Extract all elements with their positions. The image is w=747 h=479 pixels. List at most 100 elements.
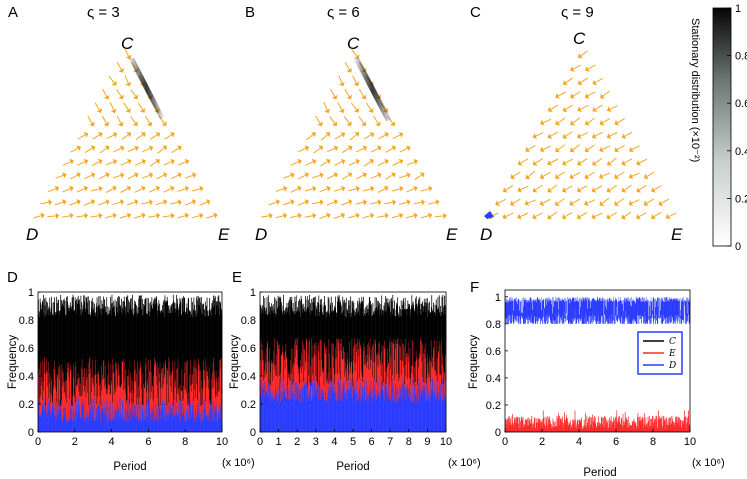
defector-area [376, 399, 378, 432]
extortioner-area [274, 338, 276, 396]
extortioner-area [621, 419, 623, 432]
extortioner-area [576, 424, 578, 432]
cooperator-area [177, 307, 179, 360]
flow-arrow-head [577, 133, 582, 139]
cooperator-area [209, 311, 211, 405]
flow-arrow [609, 157, 617, 164]
extortioner-area [309, 339, 311, 391]
defector-area [372, 379, 374, 432]
simplex-panel-a: A ς = 3 C D E [8, 4, 230, 244]
gap-sliver [602, 290, 604, 298]
flow-arrow [90, 188, 100, 192]
defector-area [663, 300, 665, 316]
extortioner-area [168, 357, 169, 414]
defector-area [645, 296, 647, 323]
y-tick-label: 0.8 [486, 319, 501, 331]
flow-arrow-head [304, 145, 310, 152]
gap-sliver [526, 290, 528, 303]
defector-area [69, 401, 70, 432]
cooperator-area [427, 303, 429, 378]
gap-sliver [548, 290, 550, 298]
gap-sliver [592, 290, 593, 300]
extortioner-area [280, 354, 282, 392]
extortioner-area [516, 423, 518, 432]
flow-arrow [47, 188, 57, 193]
flow-arrow-head [599, 146, 604, 153]
extortioner-area [67, 367, 69, 418]
extortioner-area [161, 368, 162, 407]
extortioner-area [430, 340, 432, 389]
gap-sliver [579, 290, 581, 315]
cooperator-area [90, 315, 91, 370]
extortioner-area [674, 422, 676, 432]
extortioner-area [659, 416, 660, 432]
extortioner-area [389, 339, 391, 400]
flow-arrow [358, 116, 365, 124]
extortioner-area [182, 390, 183, 404]
defector-area [351, 396, 353, 432]
extortioner-area [596, 427, 598, 432]
defector-area [389, 389, 391, 432]
defector-area [519, 300, 520, 317]
cooperator-area [357, 311, 359, 350]
gap-sliver [624, 290, 626, 298]
gap-sliver [597, 290, 598, 298]
defector-area [593, 297, 594, 322]
extortioner-area [425, 358, 426, 401]
extortioner-area [62, 371, 64, 422]
extortioner-area [590, 417, 592, 432]
extortioner-area [372, 344, 374, 380]
extortioner-area [645, 425, 646, 432]
cooperator-area [307, 306, 309, 362]
extortioner-area [88, 405, 90, 422]
cooperator-area [38, 311, 40, 406]
flow-arrow-head [54, 185, 60, 192]
gap-sliver [583, 290, 585, 299]
defector-area [187, 420, 189, 432]
extortioner-area [364, 364, 366, 399]
defector-area [55, 397, 56, 432]
defector-area [175, 397, 177, 432]
extortioner-area [188, 404, 190, 418]
defector-area [601, 300, 603, 317]
extortioner-area [51, 380, 52, 412]
extortioner-area [324, 342, 325, 400]
flow-arrow-head [562, 187, 567, 193]
extortioner-area [359, 377, 360, 389]
gap-sliver [515, 290, 516, 299]
defector-area [70, 399, 72, 432]
cooperator-area [104, 299, 105, 388]
defector-area [301, 379, 302, 432]
defector-area [146, 404, 148, 432]
cooperator-area [54, 314, 56, 370]
flow-arrow [572, 144, 580, 151]
cooperator-area [431, 295, 433, 363]
defector-area [522, 298, 523, 319]
cooperator-area [270, 306, 272, 386]
extortioner-area [277, 377, 279, 401]
extortioner-area [643, 427, 645, 432]
defector-area [278, 385, 279, 432]
x-tick-label: 7 [387, 436, 393, 448]
defector-area [159, 407, 161, 432]
gap-sliver [594, 290, 596, 301]
flow-arrow [283, 201, 292, 206]
defector-area [624, 297, 626, 322]
gap-sliver [506, 290, 508, 300]
defector-area [305, 386, 307, 432]
defector-area [108, 417, 110, 432]
extortioner-area [312, 374, 313, 382]
defector-area [390, 395, 392, 432]
flow-arrow [550, 104, 559, 110]
gap-sliver [649, 290, 651, 316]
defector-area [311, 400, 313, 432]
extortioner-area [517, 427, 519, 432]
flow-arrow-head [383, 185, 389, 192]
defector-area [430, 379, 432, 432]
defector-area [196, 415, 197, 432]
defector-area [664, 297, 666, 324]
flow-arrow-head [413, 158, 418, 165]
defector-area [282, 378, 284, 432]
defector-area [101, 400, 103, 432]
defector-area [53, 412, 55, 432]
